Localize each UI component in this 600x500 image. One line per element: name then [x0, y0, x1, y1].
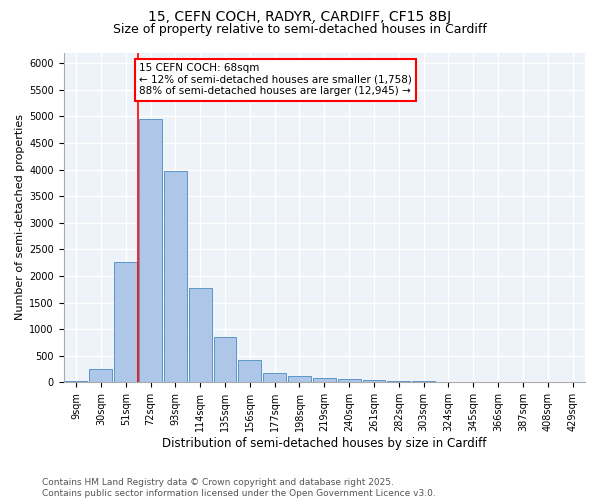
- Bar: [189, 288, 212, 382]
- Bar: [362, 380, 385, 382]
- Bar: [164, 170, 187, 382]
- Text: Contains HM Land Registry data © Crown copyright and database right 2025.
Contai: Contains HM Land Registry data © Crown c…: [42, 478, 436, 498]
- Y-axis label: Number of semi-detached properties: Number of semi-detached properties: [15, 114, 25, 320]
- Bar: [263, 374, 286, 382]
- Bar: [238, 360, 261, 382]
- Bar: [114, 262, 137, 382]
- Text: Size of property relative to semi-detached houses in Cardiff: Size of property relative to semi-detach…: [113, 22, 487, 36]
- Bar: [338, 379, 361, 382]
- X-axis label: Distribution of semi-detached houses by size in Cardiff: Distribution of semi-detached houses by …: [162, 437, 487, 450]
- Text: 15, CEFN COCH, RADYR, CARDIFF, CF15 8BJ: 15, CEFN COCH, RADYR, CARDIFF, CF15 8BJ: [148, 10, 452, 24]
- Bar: [313, 378, 336, 382]
- Bar: [139, 119, 162, 382]
- Bar: [214, 337, 236, 382]
- Bar: [89, 369, 112, 382]
- Bar: [288, 376, 311, 382]
- Bar: [65, 381, 88, 382]
- Bar: [388, 381, 410, 382]
- Text: 15 CEFN COCH: 68sqm
← 12% of semi-detached houses are smaller (1,758)
88% of sem: 15 CEFN COCH: 68sqm ← 12% of semi-detach…: [139, 63, 412, 96]
